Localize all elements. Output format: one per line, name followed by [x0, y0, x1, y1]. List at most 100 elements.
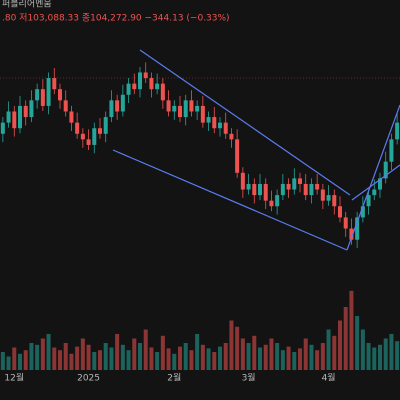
- candle-body: [303, 183, 308, 196]
- candle-body: [52, 78, 57, 90]
- volume-bar: [92, 352, 97, 370]
- volume-bar: [46, 334, 51, 370]
- volume-bar: [178, 346, 182, 370]
- volume-bar: [109, 347, 114, 370]
- volume-bar: [206, 348, 211, 370]
- volume-bar: [395, 341, 400, 370]
- candle-body: [349, 228, 354, 240]
- candle-body: [372, 189, 377, 196]
- candle-body: [366, 195, 371, 207]
- candle-body: [183, 100, 188, 118]
- volume-bar: [286, 346, 291, 370]
- volume-bar: [343, 307, 348, 370]
- volume-bar: [155, 352, 160, 370]
- chart-title: 퍼블리어멘움: [2, 0, 52, 10]
- candle-body: [75, 122, 80, 134]
- candle-body: [320, 189, 325, 201]
- candle-body: [235, 139, 240, 173]
- candle-body: [29, 100, 34, 118]
- candle-body: [383, 161, 388, 179]
- volume-bar: [366, 343, 371, 370]
- volume-bar: [338, 320, 342, 370]
- volume-bar: [6, 356, 11, 370]
- candle-body: [23, 105, 28, 118]
- volume-bar: [132, 338, 137, 370]
- volume-bar: [69, 353, 74, 370]
- x-tick-label: 4월: [322, 372, 336, 384]
- volume-bar: [183, 343, 188, 370]
- candle-body: [315, 183, 320, 190]
- candle-body: [309, 183, 314, 196]
- volume-bar: [240, 338, 245, 370]
- trendline: [351, 164, 400, 201]
- volume-bar: [360, 329, 365, 370]
- candle-body: [275, 195, 280, 207]
- volume-bar: [269, 338, 274, 370]
- volume-bar: [189, 350, 194, 370]
- candle-body: [69, 111, 74, 123]
- volume-bar: [52, 347, 57, 370]
- candle-body: [103, 117, 108, 134]
- volume-bar: [195, 334, 200, 370]
- candle-body: [195, 105, 200, 112]
- volume-bar: [40, 338, 45, 370]
- candle-body: [35, 89, 40, 101]
- volume-bar: [372, 347, 377, 370]
- x-tick-label: 2월: [167, 372, 181, 384]
- volume-bar: [298, 348, 302, 370]
- candle-body: [63, 100, 68, 112]
- candle-body: [178, 105, 182, 118]
- candle-body: [246, 183, 251, 190]
- volume-bar: [149, 347, 154, 370]
- candle-body: [0, 122, 5, 134]
- volume-bar: [378, 344, 382, 370]
- candle-body: [92, 128, 97, 145]
- volume-bar: [0, 352, 5, 370]
- candle-body: [155, 83, 160, 90]
- volume-bar: [115, 334, 120, 370]
- trendline: [112, 149, 348, 251]
- candle-body: [292, 178, 297, 190]
- volume-bar: [326, 329, 331, 370]
- candle-body: [86, 139, 91, 145]
- candle-body: [58, 89, 62, 101]
- candle-body: [378, 178, 382, 190]
- candle-body: [166, 100, 171, 112]
- volume-bar: [275, 343, 280, 370]
- candle-body: [252, 183, 257, 196]
- candle-body: [18, 105, 22, 129]
- candle-body: [258, 183, 262, 196]
- volume-bar: [172, 353, 177, 370]
- volume-bar: [126, 350, 131, 370]
- volume-bar: [143, 329, 148, 370]
- candle-body: [269, 200, 274, 207]
- candle-body: [218, 122, 222, 129]
- candle-body: [172, 105, 177, 112]
- candle-body: [240, 172, 245, 190]
- marks: [0, 62, 400, 370]
- candle-body: [280, 183, 285, 196]
- candle-body: [200, 105, 205, 123]
- candle-body: [6, 111, 11, 123]
- candle-body: [355, 217, 360, 240]
- volume-bar: [263, 344, 268, 370]
- candle-body: [229, 133, 234, 140]
- volume-bar: [166, 348, 171, 370]
- candle-body: [12, 111, 17, 129]
- candle-body: [160, 83, 165, 101]
- volume-bar: [18, 353, 22, 370]
- candle-body: [332, 195, 337, 207]
- volume-bar: [303, 338, 308, 370]
- volume-bar: [292, 352, 297, 370]
- volume-bar: [315, 350, 320, 370]
- candle-body: [138, 72, 142, 90]
- volume-bar: [63, 343, 68, 370]
- volume-bar: [75, 346, 80, 370]
- volume-bar: [58, 350, 62, 370]
- candle-body: [98, 128, 102, 134]
- volume-bar: [35, 344, 40, 370]
- volume-bar: [80, 338, 85, 370]
- candle-body: [143, 72, 148, 79]
- volume-bar: [138, 343, 142, 370]
